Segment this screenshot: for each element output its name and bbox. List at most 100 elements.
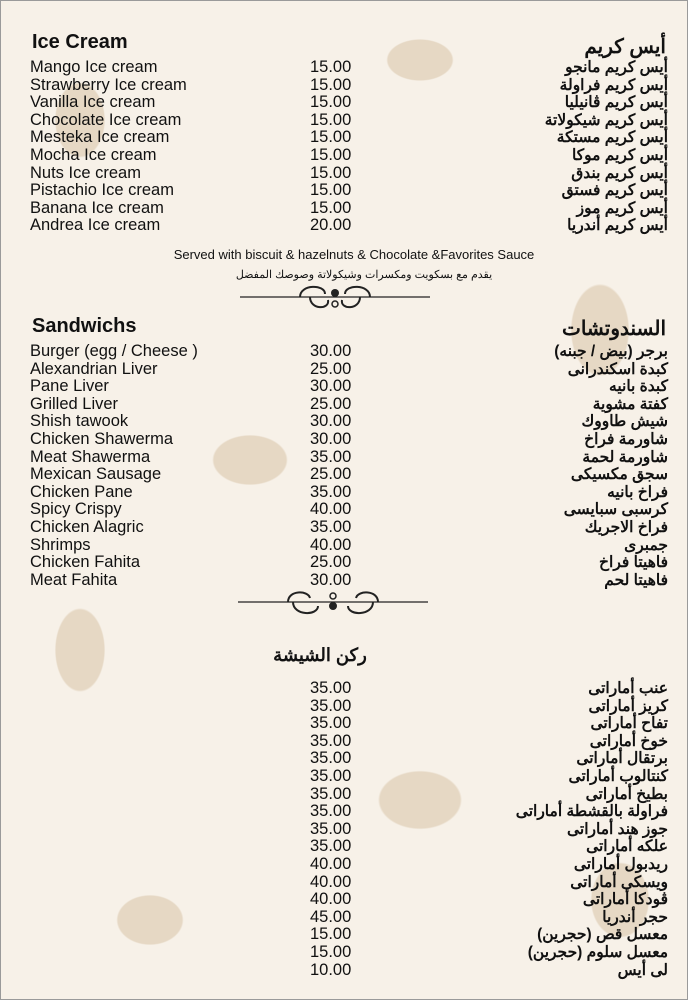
item-price: 35.00 <box>310 482 352 501</box>
menu-item: 10.00 لى أيس <box>30 960 668 980</box>
menu-item: Grilled Liver 25.00 كفتة مشوية <box>30 394 668 414</box>
menu-item: Meat Fahita 30.00 فاهيتا لحم <box>30 570 668 590</box>
menu-item: Andrea Ice cream 20.00 أيس كريم أندريا <box>30 217 668 235</box>
item-name-ar: أيس كريم شيكولاتة <box>544 111 668 129</box>
item-price: 40.00 <box>310 854 352 873</box>
item-name-en: Spicy Crispy <box>30 500 122 519</box>
menu-item: 40.00 ويسكى أماراتى <box>30 872 668 892</box>
item-name-en: Burger (egg / Cheese ) <box>30 342 198 360</box>
item-price: 35.00 <box>310 766 352 785</box>
item-name-en: Chocolate Ice cream <box>30 110 182 129</box>
item-price: 25.00 <box>310 553 352 572</box>
ice-cream-note-ar: يقدم مع بسكويت ومكسرات وشيكولاتة وصوصك ا… <box>235 269 493 281</box>
ice-cream-title-en: Ice Cream <box>32 31 128 53</box>
item-price: 35.00 <box>310 447 352 466</box>
item-name-ar: معسل قص (حجرين) <box>537 926 668 944</box>
item-price: 40.00 <box>310 890 352 909</box>
item-name-ar: كرسبى سبايسى <box>563 501 668 519</box>
item-name-ar: كريز أماراتى <box>588 697 668 715</box>
ice-cream-title-ar: أيس كريم <box>584 36 666 58</box>
menu-item: Chicken Pane 35.00 فراخ بانيه <box>30 482 668 502</box>
item-price: 35.00 <box>310 517 352 536</box>
item-name-ar: لى أيس <box>617 961 668 979</box>
sandwiches-title-ar: السندوتشات <box>561 318 666 340</box>
item-price: 35.00 <box>310 784 352 803</box>
menu-item: Vanilla Ice cream 15.00 أيس كريم ڤانيليا <box>30 94 668 112</box>
item-price: 35.00 <box>310 837 352 856</box>
menu-item: Strawberry Ice cream 15.00 أيس كريم فراولة <box>30 75 668 95</box>
item-name-ar: كبدة اسكندرانى <box>567 360 668 378</box>
item-price: 15.00 <box>310 128 352 147</box>
item-price: 20.00 <box>310 216 352 235</box>
item-price: 30.00 <box>310 429 352 448</box>
item-name-ar: فاهيتا لحم <box>604 571 668 589</box>
menu-item: Meat Shawerma 35.00 شاورمة لحمة <box>30 447 668 467</box>
item-price: 15.00 <box>310 942 352 961</box>
item-name-ar: ويسكى أماراتى <box>570 873 668 891</box>
item-name-ar: معسل سلوم (حجرين) <box>527 943 668 961</box>
item-name-ar: أيس كريم ڤانيليا <box>564 94 668 112</box>
menu-item: Pane Liver 30.00 كبدة بانيه <box>30 378 668 396</box>
menu-item: 35.00 بطيخ أماراتى <box>30 784 668 804</box>
menu-item: 35.00 عنب أماراتى <box>30 679 668 698</box>
menu-item: Chocolate Ice cream 15.00 أيس كريم شيكولات… <box>30 110 668 130</box>
item-name-en: Mexican Sausage <box>30 465 162 484</box>
item-name-ar: فراخ الاجريك <box>584 518 668 536</box>
item-name-ar: برجر (بيض / جبنه) <box>554 343 668 360</box>
ornament-divider <box>240 285 430 309</box>
item-name-en: Meat Shawerma <box>30 447 151 466</box>
item-name-ar: أيس كريم مانجو <box>565 59 668 76</box>
item-name-en: Meat Fahita <box>30 570 118 589</box>
item-name-ar: أيس كريم فستق <box>561 182 668 200</box>
menu-item: 45.00 حجر أندريا <box>30 908 668 927</box>
item-price: 30.00 <box>310 570 352 589</box>
item-price: 30.00 <box>310 342 352 360</box>
menu-item: Chicken Shawerma 30.00 شاورمة فراخ <box>30 429 668 449</box>
item-price: 40.00 <box>310 872 352 891</box>
item-price: 35.00 <box>310 802 352 821</box>
menu-item: Mocha Ice cream 15.00 أيس كريم موكا <box>30 145 668 165</box>
item-name-en: Grilled Liver <box>30 394 119 413</box>
item-price: 25.00 <box>310 359 352 378</box>
item-price: 15.00 <box>310 75 352 94</box>
menu-item: 35.00 خوخ أماراتى <box>30 732 668 751</box>
item-name-ar: خوخ أماراتى <box>589 732 668 750</box>
item-price: 35.00 <box>310 679 352 697</box>
item-price: 35.00 <box>310 819 352 838</box>
shisha-list: 35.00 عنب أماراتى 35.00 كريز أماراتى 35.00 تف… <box>30 679 668 980</box>
item-price: 15.00 <box>310 198 352 217</box>
item-name-en: Chicken Fahita <box>30 553 141 572</box>
item-name-ar: فراخ بانيه <box>607 483 668 501</box>
item-name-en: Banana Ice cream <box>30 198 164 217</box>
menu-item: Nuts Ice cream 15.00 أيس كريم بندق <box>30 164 668 183</box>
menu-item: 35.00 تفاح أماراتى <box>30 715 668 733</box>
menu-item: Banana Ice cream 15.00 أيس كريم موز <box>30 198 668 218</box>
item-name-ar: أيس كريم فراولة <box>559 76 668 94</box>
item-name-ar: برتقال أماراتى <box>576 750 668 768</box>
menu-item: Mesteka Ice cream 15.00 أيس كريم مستكة <box>30 129 668 147</box>
item-name-ar: شاورمة لحمة <box>582 448 668 466</box>
item-name-ar: أيس كريم مستكة <box>556 129 668 147</box>
item-name-ar: علكه أماراتى <box>586 838 668 856</box>
item-price: 10.00 <box>310 960 352 979</box>
item-name-ar: أيس كريم أندريا <box>567 217 668 235</box>
menu-item: 35.00 كريز أماراتى <box>30 697 668 716</box>
item-name-ar: ريدبول أماراتى <box>573 855 668 873</box>
item-name-en: Chicken Pane <box>30 482 133 501</box>
item-price: 15.00 <box>310 181 352 200</box>
menu-item: Spicy Crispy 40.00 كرسبى سبايسى <box>30 501 668 519</box>
item-name-ar: كفتة مشوية <box>592 395 668 413</box>
menu-item: Alexandrian Liver 25.00 كبدة اسكندرانى <box>30 359 668 379</box>
item-name-ar: عنب أماراتى <box>588 680 668 697</box>
item-name-en: Mocha Ice cream <box>30 145 157 164</box>
menu-item: 40.00 ڤودكا أماراتى <box>30 891 668 909</box>
item-price: 15.00 <box>310 925 352 944</box>
menu-item: Chicken Alagric 35.00 فراخ الاجريك <box>30 517 668 537</box>
item-price: 30.00 <box>310 412 352 431</box>
item-price: 40.00 <box>310 500 352 519</box>
menu-item: Shrimps 40.00 جمبرى <box>30 536 668 555</box>
item-name-en: Pistachio Ice cream <box>30 181 174 200</box>
ice-cream-note-en: Served with biscuit & hazelnuts & Chocol… <box>173 247 535 262</box>
item-name-en: Strawberry Ice cream <box>30 75 187 94</box>
item-name-ar: جوز هند أماراتى <box>566 820 668 838</box>
